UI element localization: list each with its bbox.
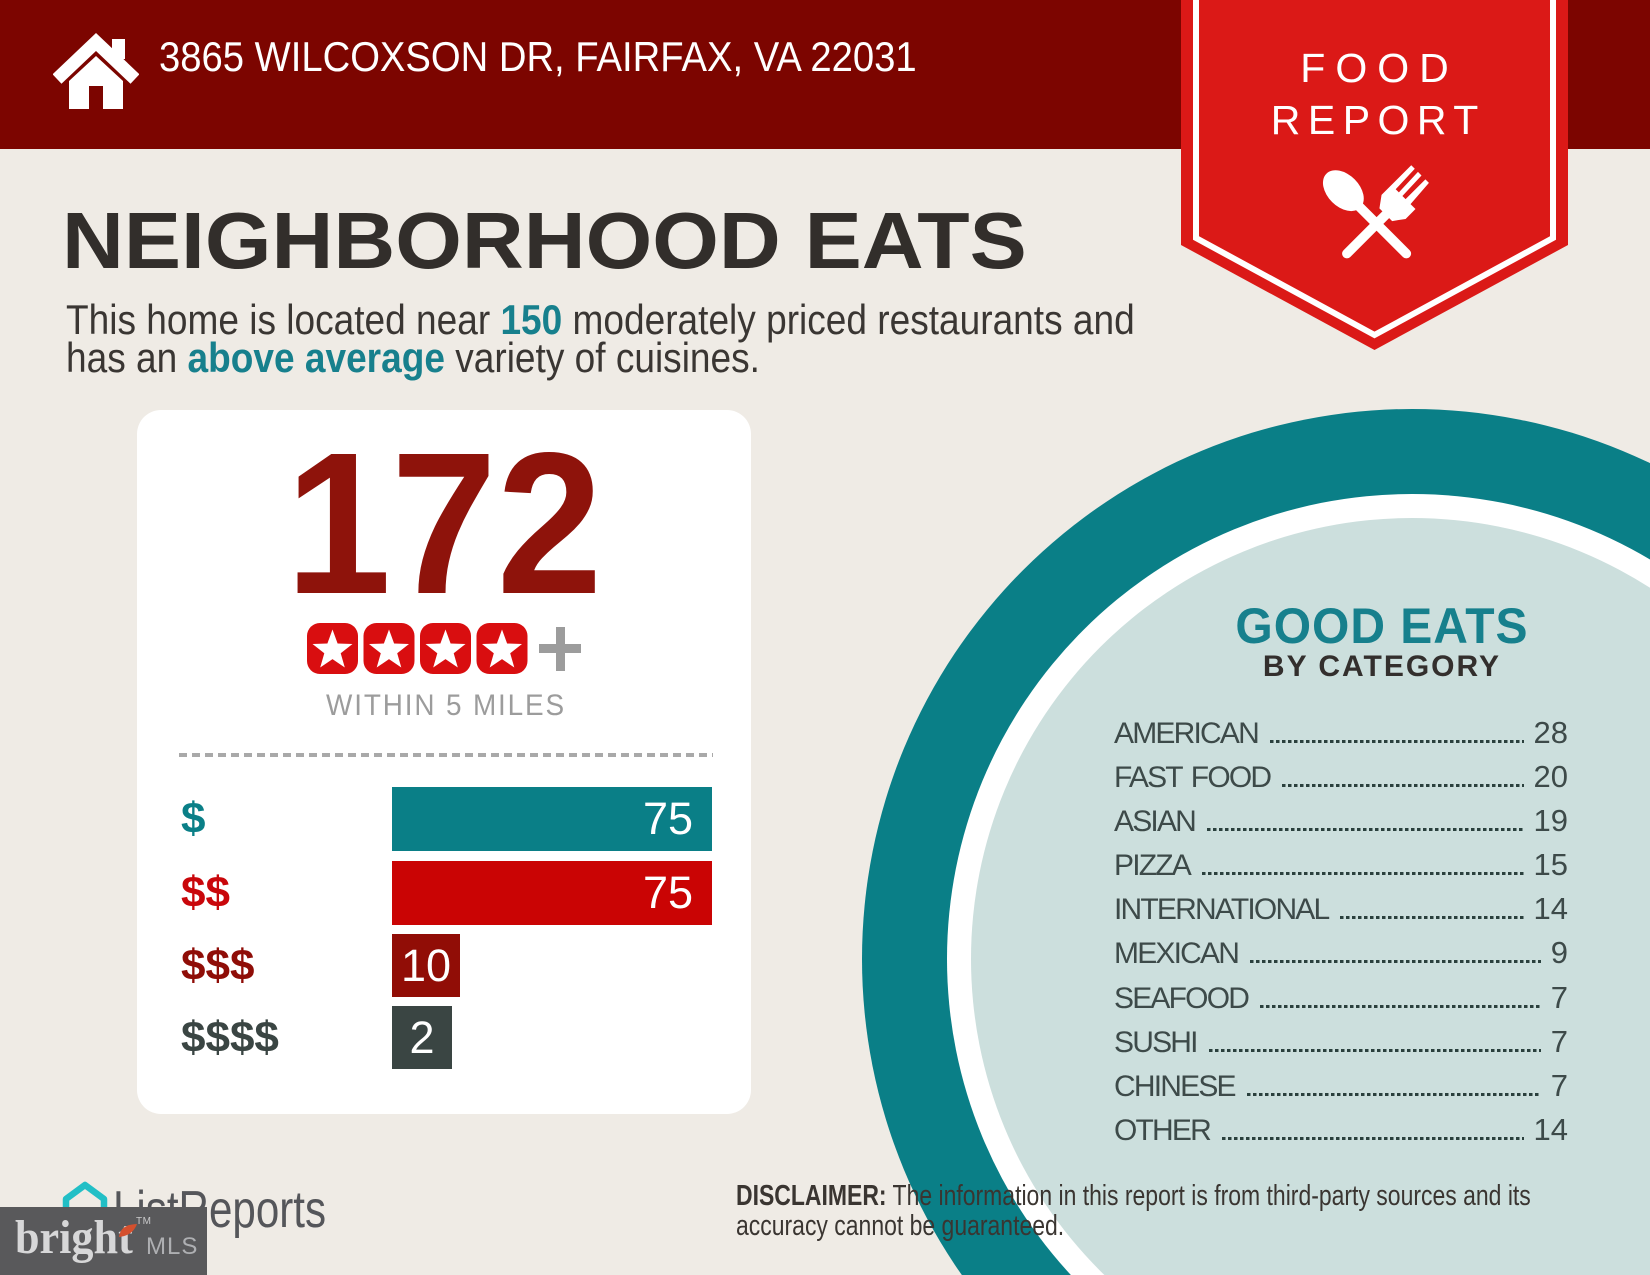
svg-text:REPORT: REPORT <box>1271 97 1486 143</box>
svg-text:FOOD: FOOD <box>1300 45 1458 91</box>
